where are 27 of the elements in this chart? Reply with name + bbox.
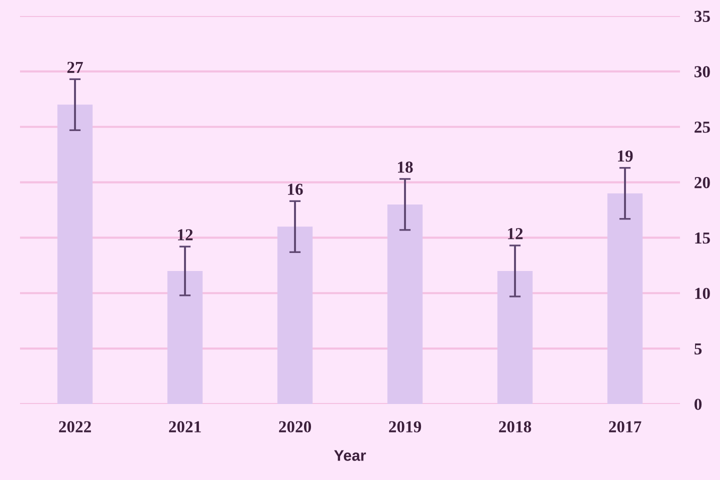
data-label: 19 bbox=[618, 150, 633, 162]
bar bbox=[167, 270, 203, 404]
y-tick-label: 10 bbox=[695, 288, 710, 300]
bar bbox=[607, 193, 643, 404]
x-tick-label: 2022 bbox=[59, 421, 91, 432]
x-tick-label: 2019 bbox=[389, 421, 422, 432]
x-tick-label: 2018 bbox=[499, 421, 532, 432]
y-tick-label: 25 bbox=[694, 122, 710, 133]
x-tick-label: 2020 bbox=[279, 421, 312, 432]
bar bbox=[387, 204, 423, 404]
y-tick-label: 35 bbox=[694, 10, 710, 22]
x-tick-label: 2017 bbox=[609, 421, 642, 432]
data-label: 18 bbox=[398, 162, 413, 173]
x-tick-label: 2021 bbox=[169, 421, 201, 432]
data-label: 12 bbox=[508, 228, 523, 240]
data-label: 27 bbox=[67, 62, 83, 73]
data-label: 16 bbox=[288, 184, 303, 195]
y-tick-label: 5 bbox=[694, 343, 702, 355]
y-tick-label: 30 bbox=[694, 66, 710, 78]
y-tick-label: 20 bbox=[694, 176, 710, 188]
y-tick-label: 15 bbox=[695, 232, 710, 244]
x-axis-title: Year bbox=[334, 450, 366, 461]
y-tick-label: 0 bbox=[694, 398, 702, 410]
bar bbox=[497, 270, 533, 404]
bar bbox=[57, 104, 93, 404]
data-label: 12 bbox=[178, 229, 193, 240]
bar bbox=[277, 226, 313, 404]
